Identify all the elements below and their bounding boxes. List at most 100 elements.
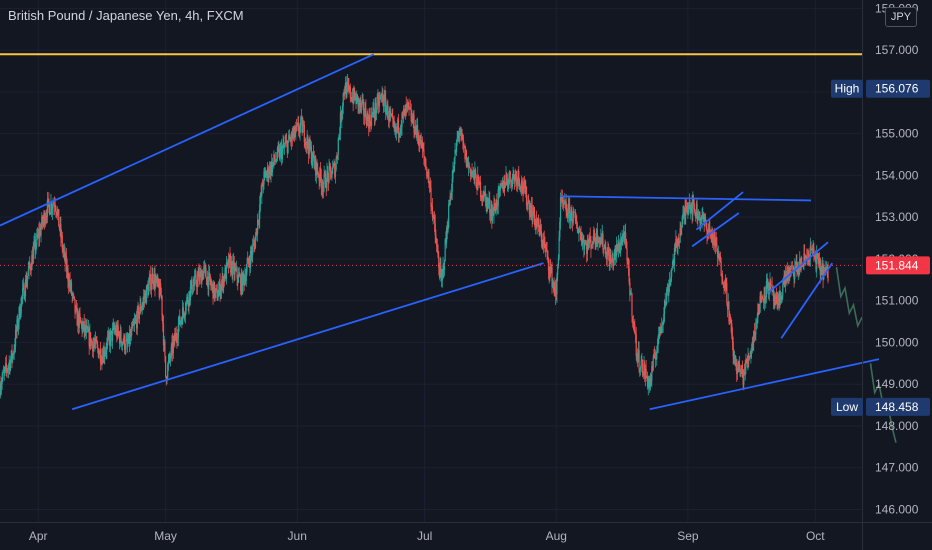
candle-body xyxy=(559,221,561,238)
candle-body xyxy=(357,96,359,107)
candle-body xyxy=(713,231,715,238)
candle-body xyxy=(1,378,3,385)
candle-body xyxy=(167,364,169,378)
candle-body xyxy=(144,293,146,299)
candle-body xyxy=(518,170,520,180)
currency-button[interactable]: JPY xyxy=(885,7,917,27)
candle-body xyxy=(573,211,575,213)
candle-body xyxy=(372,107,374,114)
wedge-upper-line xyxy=(768,241,829,294)
candle-body xyxy=(473,170,475,179)
candle-body xyxy=(763,299,765,302)
candle-body xyxy=(415,126,417,135)
candle-body xyxy=(225,267,227,279)
candle-body xyxy=(191,279,193,294)
candle-body xyxy=(246,263,248,273)
candle-body xyxy=(827,269,829,281)
candle-body xyxy=(408,102,410,108)
candle-body xyxy=(98,353,100,358)
candle-body xyxy=(43,213,45,220)
candle-body xyxy=(419,143,421,146)
candle-body xyxy=(708,227,710,232)
candle-body xyxy=(675,238,677,249)
candle-body xyxy=(644,368,647,379)
candle-body xyxy=(132,323,134,326)
candle-body xyxy=(811,248,814,251)
candle-body xyxy=(411,116,414,123)
candle-body xyxy=(608,249,610,255)
candle-body xyxy=(392,118,395,124)
candle-body xyxy=(109,337,111,346)
candle-body xyxy=(165,376,167,381)
candle-body xyxy=(583,243,586,250)
candle-body xyxy=(787,266,789,280)
candle-body xyxy=(677,238,679,247)
candle-body xyxy=(136,308,138,329)
candle-body xyxy=(5,363,7,368)
candle-body xyxy=(501,180,504,188)
high-marker: High 156.076 xyxy=(831,79,930,98)
candle-body xyxy=(523,181,525,193)
candle-body xyxy=(493,203,495,216)
candle-body xyxy=(654,357,656,359)
candle-body xyxy=(662,320,664,324)
candle-body xyxy=(365,107,367,121)
candle-body xyxy=(204,266,206,268)
candle-body xyxy=(610,260,613,263)
candle-body xyxy=(346,82,348,98)
candle-body xyxy=(404,108,406,116)
candle-body xyxy=(559,197,562,222)
candle-body xyxy=(160,283,162,296)
candle-body xyxy=(428,183,431,185)
candle-body xyxy=(237,274,240,283)
candle-body xyxy=(165,356,167,377)
candle-body xyxy=(520,180,523,189)
candle-body xyxy=(168,355,170,361)
candle-body xyxy=(634,324,636,334)
candle-body xyxy=(266,166,269,174)
candle-body xyxy=(249,263,251,268)
candle-body xyxy=(775,295,777,302)
candle-body xyxy=(512,173,514,177)
candle-body xyxy=(348,85,350,90)
candle-body xyxy=(200,271,202,285)
low-marker-value: 148.458 xyxy=(875,400,919,414)
candle-body xyxy=(818,256,820,267)
candle-body xyxy=(402,112,404,115)
candle-body xyxy=(542,239,545,246)
candle-body xyxy=(163,342,165,346)
candle-body xyxy=(480,197,482,199)
candle-body xyxy=(577,232,579,234)
candle-body xyxy=(81,323,83,332)
candle-body xyxy=(19,313,22,318)
candle-body xyxy=(498,187,500,190)
candle-body xyxy=(409,107,411,109)
candle-body xyxy=(535,219,538,228)
candle-body xyxy=(568,203,570,206)
candle-body xyxy=(484,193,487,198)
candle-body xyxy=(0,388,2,394)
candle-body xyxy=(85,326,87,333)
candle-body xyxy=(396,127,398,130)
candle-body xyxy=(458,133,460,135)
candle-body xyxy=(434,223,436,236)
candle-body xyxy=(535,219,537,228)
candle-body xyxy=(33,243,35,250)
candle-body xyxy=(207,276,209,290)
candle-body xyxy=(156,277,158,283)
candle-body xyxy=(227,259,230,268)
candle-body xyxy=(604,245,606,248)
candle-body xyxy=(658,326,661,330)
candle-body xyxy=(172,341,174,353)
candle-body xyxy=(534,218,536,228)
candle-body xyxy=(334,162,336,177)
candle-body xyxy=(630,293,632,295)
candle-body xyxy=(21,296,23,299)
candle-body xyxy=(293,126,295,134)
candle-body xyxy=(463,145,465,147)
candle-body xyxy=(26,280,28,287)
candle-body xyxy=(63,250,65,252)
candle-body xyxy=(445,239,447,243)
